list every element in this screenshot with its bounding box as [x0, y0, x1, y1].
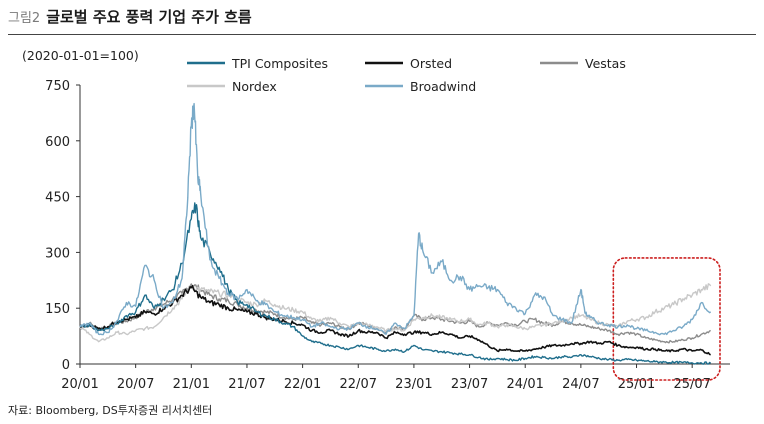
x-tick-label: 25/07 — [673, 377, 710, 392]
y-tick-label: 150 — [45, 302, 70, 317]
axes: 0 150 300 450 600 750 20/01 20/07 21/01 21/07 22/0… — [45, 79, 730, 392]
x-tick-label: 24/01 — [506, 377, 543, 392]
x-tick-label: 20/01 — [61, 377, 98, 392]
x-tick-label: 21/07 — [228, 377, 265, 392]
legend-item-broadwind: Broadwind — [365, 79, 476, 94]
figure-header: 그림2 글로벌 주요 풍력 기업 주가 흐름 — [8, 6, 252, 28]
header-divider — [8, 34, 756, 35]
source-note: 자료: Bloomberg, DS투자증권 리서치센터 — [8, 404, 213, 417]
legend-item-orsted: Orsted — [365, 56, 452, 71]
unit-label: (2020-01-01=100) — [22, 48, 139, 63]
x-tick-label: 22/01 — [284, 377, 321, 392]
legend-item-nordex: Nordex — [187, 79, 277, 94]
y-tick-label: 750 — [45, 79, 70, 94]
y-tick-label: 300 — [45, 246, 70, 261]
series-line-broadwind — [79, 102, 712, 336]
legend-label: TPI Composites — [231, 56, 328, 71]
x-tick-label: 22/07 — [340, 377, 377, 392]
series-line-vestas — [79, 283, 711, 344]
x-tick-label: 24/07 — [562, 377, 599, 392]
y-tick-label: 600 — [45, 135, 70, 150]
legend-label: Vestas — [585, 56, 626, 71]
figure-title: 글로벌 주요 풍력 기업 주가 흐름 — [46, 8, 252, 26]
series-lines — [79, 102, 712, 365]
legend-label: Broadwind — [410, 79, 476, 94]
legend-item-tpi-composites: TPI Composites — [187, 56, 328, 71]
y-tick-label: 450 — [45, 191, 70, 206]
legend-label: Orsted — [410, 56, 452, 71]
y-tick-label: 0 — [62, 358, 70, 373]
x-tick-label: 21/01 — [173, 377, 210, 392]
figure-label: 그림2 — [8, 11, 41, 26]
highlight-box — [612, 257, 721, 381]
legend-item-vestas: Vestas — [540, 56, 626, 71]
x-tick-label: 23/07 — [451, 377, 488, 392]
legend: TPI Composites Orsted Vestas Nordex Broadwin… — [187, 56, 626, 94]
legend-label: Nordex — [232, 79, 277, 94]
highlight-group — [612, 257, 721, 381]
series-line-tpi-composites — [79, 202, 712, 365]
x-tick-label: 20/07 — [117, 377, 154, 392]
x-tick-label: 23/01 — [395, 377, 432, 392]
series-line-orsted — [79, 284, 711, 356]
